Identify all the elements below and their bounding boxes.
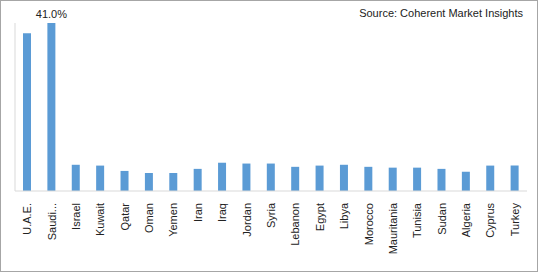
svg-text:Turkey: Turkey	[509, 203, 521, 237]
svg-text:Oman: Oman	[143, 203, 155, 233]
svg-text:Syria: Syria	[265, 202, 277, 228]
svg-text:Iraq: Iraq	[216, 203, 228, 222]
svg-text:Tunisia: Tunisia	[411, 202, 423, 238]
svg-text:Kuwait: Kuwait	[94, 203, 106, 236]
svg-text:Mauritania: Mauritania	[387, 202, 399, 254]
html-text:Source: Coherent Market Insigh: Source: Coherent Market Insights	[359, 7, 523, 19]
svg-text:Libya: Libya	[338, 202, 350, 229]
svg-text:Jordan: Jordan	[241, 203, 253, 237]
svg-text:Yemen: Yemen	[167, 203, 179, 237]
svg-text:Lebanon: Lebanon	[289, 203, 301, 246]
svg-text:Qatar: Qatar	[119, 203, 131, 231]
svg-text:Morocco: Morocco	[363, 203, 375, 245]
svg-text:U.A.E.: U.A.E.	[21, 203, 33, 235]
svg-text:Algeria: Algeria	[460, 202, 472, 237]
svg-text:41.0%: 41.0%	[36, 8, 67, 20]
svg-text:Sudan: Sudan	[436, 203, 448, 235]
svg-text:Iran: Iran	[192, 203, 204, 222]
svg-text:Cyprus: Cyprus	[484, 203, 496, 238]
svg-text:Saudi...: Saudi...	[46, 203, 58, 240]
svg-text:Israel: Israel	[70, 203, 82, 230]
svg-text:Egypt: Egypt	[314, 203, 326, 231]
